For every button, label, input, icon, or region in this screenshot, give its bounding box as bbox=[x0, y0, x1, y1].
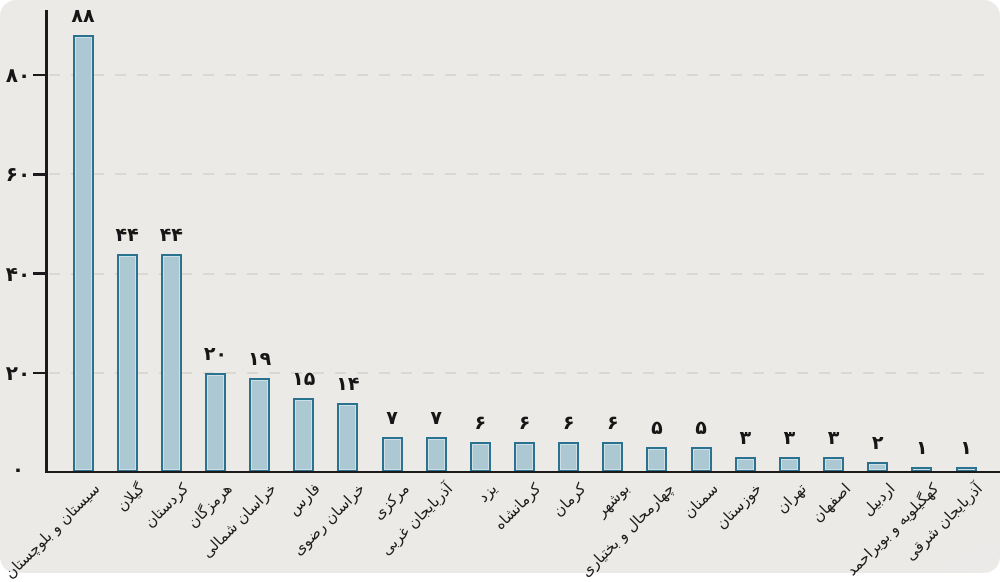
y-tick-label: ۶۰ bbox=[5, 162, 31, 187]
bar-0 bbox=[72, 35, 94, 472]
bar-14 bbox=[690, 447, 712, 472]
x-tick-label: سمنان bbox=[679, 479, 722, 522]
x-axis-line bbox=[45, 470, 1000, 473]
bar-value-label: ۲۰ bbox=[203, 342, 228, 365]
y-axis-line bbox=[45, 10, 48, 473]
bar-4 bbox=[249, 377, 271, 472]
bar-value-label: ۳ bbox=[783, 427, 796, 450]
y-tick-mark-60 bbox=[33, 173, 46, 176]
bar-6 bbox=[337, 402, 359, 472]
bar-value-label: ۶ bbox=[562, 412, 575, 435]
bar-8 bbox=[425, 437, 447, 472]
bar-value-label: ۶ bbox=[518, 412, 531, 435]
gridline-60 bbox=[49, 173, 990, 176]
bar-value-label: ۶ bbox=[474, 412, 487, 435]
bar-3 bbox=[204, 372, 226, 472]
x-tick-label: کردستان bbox=[140, 479, 192, 532]
bar-13 bbox=[646, 447, 668, 472]
x-tick-label: تهران bbox=[772, 479, 810, 517]
bar-value-label: ۵ bbox=[695, 417, 707, 440]
bar-value-label: ۵ bbox=[651, 417, 663, 440]
bar-5 bbox=[293, 397, 315, 472]
bar-value-label: ۶ bbox=[606, 412, 619, 435]
y-tick-label: ۲۰ bbox=[5, 360, 31, 385]
x-tick-label: کرمانشاه bbox=[491, 479, 545, 534]
gridline-20 bbox=[49, 371, 990, 374]
y-tick-label: ۴۰ bbox=[5, 261, 31, 286]
bar-value-label: ۳ bbox=[827, 427, 840, 450]
bar-7 bbox=[381, 437, 403, 472]
y-tick-mark-20 bbox=[33, 371, 46, 374]
bar-value-label: ۷ bbox=[430, 407, 442, 430]
y-tick-label: ۰ bbox=[11, 457, 25, 481]
bar-10 bbox=[514, 442, 535, 472]
gridline-80 bbox=[49, 74, 990, 76]
bar-value-label: ۴۴ bbox=[159, 223, 183, 246]
y-tick-mark-80 bbox=[33, 73, 46, 77]
x-tick-label: سیستان و بلوچستان bbox=[0, 479, 104, 582]
bar-value-label: ۷ bbox=[386, 407, 398, 430]
x-tick-label: فارس bbox=[284, 479, 325, 519]
x-tick-label: خوزستان bbox=[712, 479, 766, 533]
bar-value-label: ۱۵ bbox=[292, 367, 316, 390]
bar-1 bbox=[116, 253, 138, 472]
y-tick-label: ۸۰ bbox=[5, 63, 31, 87]
x-tick-label: گیلان bbox=[112, 479, 148, 515]
x-tick-label: بوشهر bbox=[592, 479, 634, 521]
x-tick-label: اردبیل bbox=[858, 479, 899, 520]
bar-9 bbox=[469, 442, 491, 472]
bar-11 bbox=[558, 442, 580, 472]
bar-2 bbox=[160, 253, 182, 472]
bar-value-label: ۱ bbox=[960, 437, 972, 460]
x-tick-label: کرمان bbox=[548, 479, 589, 520]
x-tick-label: اصفهان bbox=[807, 479, 854, 526]
bar-value-label: ۸۸ bbox=[71, 5, 95, 28]
bar-value-label: ۱۹ bbox=[247, 347, 272, 370]
bar-value-label: ۲ bbox=[871, 432, 884, 455]
bar-12 bbox=[602, 442, 624, 472]
bar-value-label: ۱ bbox=[916, 437, 928, 460]
x-tick-label: یزد bbox=[474, 479, 501, 506]
bar-value-label: ۱۴ bbox=[336, 372, 360, 395]
bar-value-label: ۳ bbox=[739, 427, 752, 450]
bar-value-label: ۴۴ bbox=[115, 223, 139, 246]
gridline-40 bbox=[49, 272, 990, 275]
y-tick-mark-40 bbox=[33, 272, 46, 275]
